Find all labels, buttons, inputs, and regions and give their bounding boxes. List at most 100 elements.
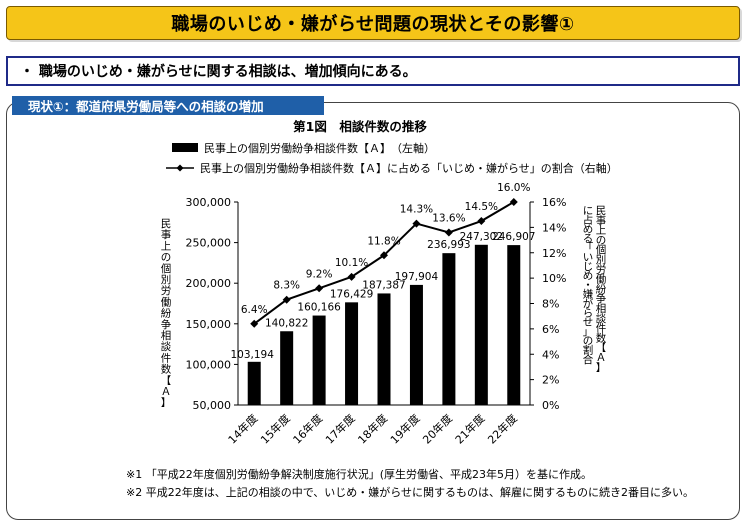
x-tick-label: 21年度 [452, 411, 487, 446]
y-axis-right-label-line1-char: 上 [596, 225, 607, 237]
left-tick-label: 50,000 [193, 399, 232, 412]
y-axis-left-label-char: 民 [161, 218, 172, 230]
legend-bar-swatch [172, 143, 198, 152]
y-axis-right-label-line2-char: に [583, 205, 594, 217]
y-axis-left-label-char: 相 [161, 329, 172, 342]
left-tick-label: 250,000 [186, 237, 232, 250]
y-axis-right-label-line1-char: 件 [596, 323, 607, 335]
y-axis-right-label-line1-char: 】 [596, 362, 607, 374]
right-tick-label: 14% [542, 221, 566, 234]
y-axis-right-label-line1-char: 相 [596, 302, 607, 315]
x-tick-label: 15年度 [257, 411, 292, 446]
bar-value-label: 197,904 [395, 271, 439, 283]
x-tick-label: 17年度 [322, 411, 357, 446]
y-axis-left-label-char: 働 [161, 295, 172, 308]
share-value-label: 13.6% [432, 212, 465, 224]
bar [345, 302, 359, 405]
page-title-banner: 職場のいじめ・嫌がらせ問題の現状とその影響① [6, 6, 740, 40]
share-point [282, 295, 291, 304]
y-axis-left-label: 民事上の個別労働紛争相談件数【Ａ】 [161, 218, 172, 409]
y-axis-right-label-line2-char: 」 [583, 326, 594, 338]
y-axis-left-label-char: 【 [161, 375, 172, 387]
right-tick-label: 12% [542, 247, 566, 260]
y-axis-right-label-line1-char: Ａ [596, 352, 607, 364]
bar [377, 293, 391, 405]
section-label: 現状①：都道府県労働局等への相談の増加 [12, 96, 324, 115]
x-tick-label: 20年度 [420, 411, 455, 446]
y-axis-left-label-char: 労 [161, 284, 172, 297]
x-tick-label: 18年度 [355, 411, 390, 446]
y-axis-left-label-char: Ａ [161, 386, 172, 398]
bar [312, 315, 326, 405]
right-tick-label: 0% [542, 399, 559, 412]
right-tick-label: 8% [542, 298, 559, 311]
share-point [477, 217, 486, 226]
x-tick-label: 14年度 [225, 411, 260, 446]
y-axis-left-label-char: 数 [161, 363, 172, 376]
bar-value-label: 236,993 [427, 239, 470, 251]
bar [442, 253, 456, 405]
share-point [347, 272, 356, 281]
bar-value-label: 140,822 [265, 317, 308, 329]
x-tick-label: 16年度 [290, 411, 325, 446]
x-tick-label: 22年度 [485, 411, 520, 446]
y-axis-right-label-line1-char: 事 [596, 214, 607, 227]
y-axis-left-label-char: 上 [161, 240, 172, 252]
chart-title: 第1図 相談件数の推移 [293, 119, 427, 134]
share-value-label: 11.8% [367, 235, 400, 247]
page-title: 職場のいじめ・嫌がらせ問題の現状とその影響① [171, 14, 575, 35]
bar [280, 331, 294, 405]
y-axis-right-label-line2-char: 「 [583, 242, 594, 254]
y-axis-right-label-line1-char: 別 [596, 254, 607, 266]
y-axis-right-label-line1-char: 争 [596, 292, 607, 305]
legend-line-label: 民事上の個別労働紛争相談件数【Ａ】に占める「いじめ・嫌がらせ」の割合（右軸） [200, 161, 618, 175]
y-axis-right-label-line1-char: 働 [596, 273, 607, 286]
x-tick-label: 19年度 [387, 411, 422, 446]
y-axis-right-label-line1-char: 【 [596, 342, 607, 354]
y-axis-right-label-line2-char: せ [583, 317, 594, 329]
bar [247, 361, 261, 405]
left-tick-label: 150,000 [186, 318, 232, 331]
y-axis-left-label-char: 談 [161, 340, 172, 353]
left-tick-label: 300,000 [186, 196, 232, 209]
y-axis-left-label-char: 別 [161, 274, 172, 286]
right-tick-label: 6% [542, 323, 559, 336]
right-tick-label: 4% [542, 348, 559, 361]
bar-value-label: 103,194 [231, 349, 275, 361]
y-axis-right-label-line2-char: が [583, 297, 594, 310]
share-point [444, 228, 453, 237]
share-point [315, 284, 324, 293]
y-axis-right-label-line2-char: る [583, 233, 594, 245]
right-tick-label: 2% [542, 374, 559, 387]
y-axis-left-label-char: 事 [161, 228, 172, 241]
y-axis-left-label-char: 争 [161, 318, 172, 331]
y-axis-right-label-line1-char: 個 [596, 243, 607, 256]
summary-text: ・ 職場のいじめ・嫌がらせに関する相談は、増加傾向にある。 [20, 64, 417, 80]
y-axis-left-label-char: 個 [161, 262, 172, 275]
y-axis-right-label-line1-char: 談 [596, 312, 607, 325]
y-axis-right-label-line2-char: ら [583, 307, 594, 319]
y-axis-right-label-line1-char: 労 [596, 263, 607, 276]
share-point [380, 251, 388, 260]
y-axis-right-label-line1: 民事上の個別労働紛争相談件数【Ａ】 [596, 205, 607, 374]
bar-value-label: 160,166 [297, 302, 341, 314]
y-axis-right-label-line1-char: 数 [596, 331, 607, 344]
y-axis-right-label-line1-char: の [596, 234, 607, 246]
bar-value-label: 247,302 [460, 231, 503, 243]
share-value-label: 9.2% [306, 268, 333, 280]
share-value-label: 14.5% [465, 201, 498, 213]
legend-line-marker [176, 164, 184, 172]
y-axis-left-label-char: 件 [161, 352, 172, 364]
bar-value-label: 176,429 [330, 288, 373, 300]
y-axis-right-label-line1-char: 民 [596, 205, 607, 217]
y-axis-left-label-char: 紛 [161, 307, 172, 320]
right-tick-label: 10% [542, 272, 566, 285]
share-point [250, 319, 259, 328]
y-axis-left-label-char: 】 [161, 397, 172, 409]
share-value-label: 6.4% [241, 304, 268, 316]
y-axis-right-label-line2-char: じ [583, 261, 594, 273]
bar [507, 245, 521, 405]
y-axis-right-label-line1-char: 紛 [596, 282, 607, 295]
share-value-label: 8.3% [273, 280, 300, 292]
